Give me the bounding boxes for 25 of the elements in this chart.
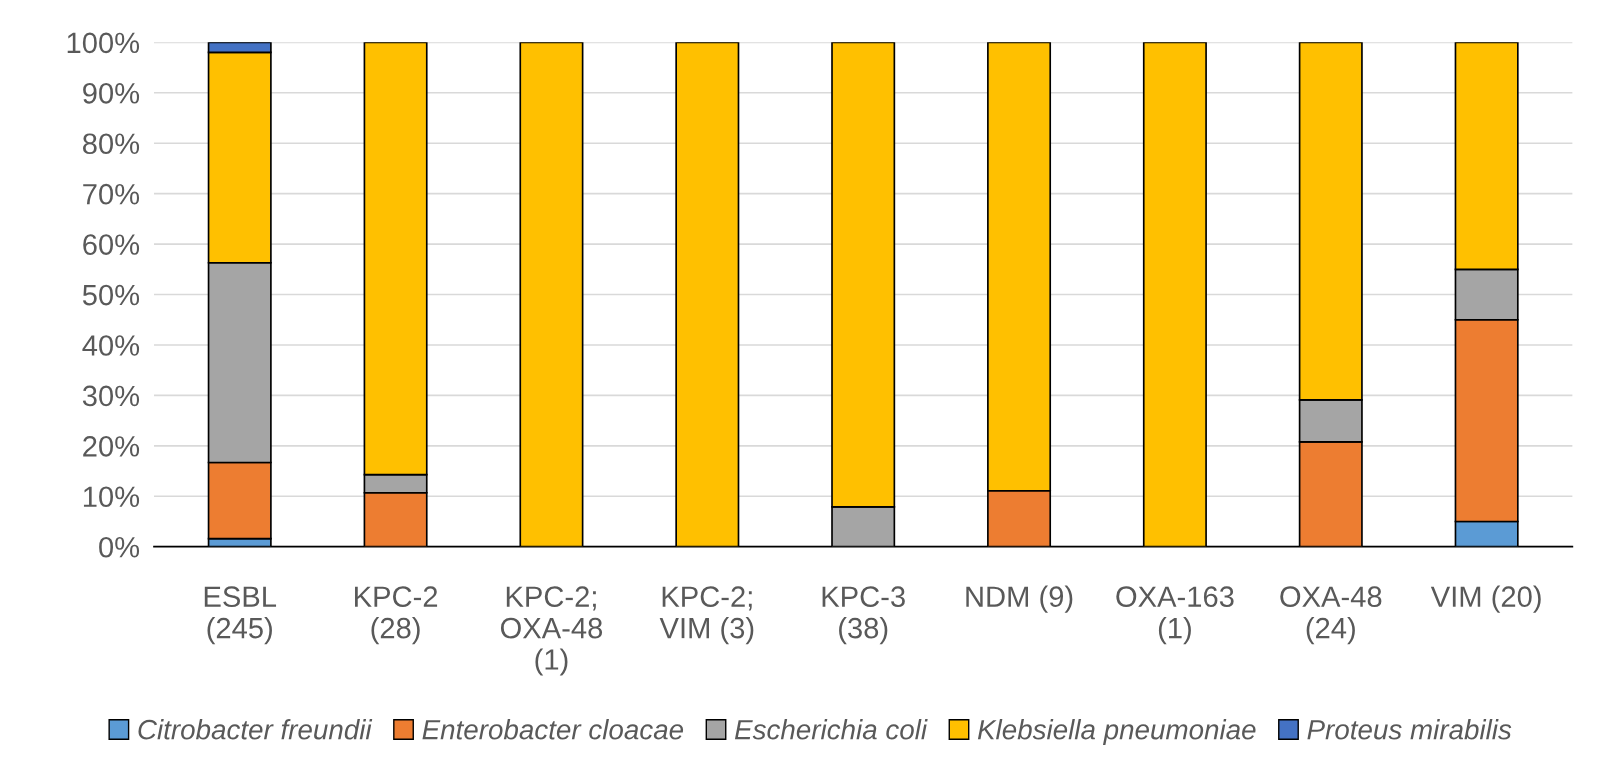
x-tick-label: NDM (9) bbox=[966, 585, 1073, 613]
y-tick-label: 80% bbox=[83, 133, 140, 155]
y-tick-label: 100% bbox=[67, 32, 140, 54]
y-tick-label: 0% bbox=[99, 536, 140, 558]
y-tick-label: 10% bbox=[83, 486, 140, 508]
legend-label: Citrobacter freundii bbox=[138, 719, 373, 740]
legend-label: Enterobacter cloacae bbox=[422, 719, 684, 740]
x-tick-label: ESBL (245) bbox=[204, 586, 277, 645]
legend-label: Proteus mirabilis bbox=[1307, 719, 1512, 740]
y-tick-label: 70% bbox=[83, 183, 140, 205]
x-tick-label: KPC-3 (38) bbox=[822, 586, 905, 645]
legend-label: Escherichia coli bbox=[734, 719, 928, 740]
y-tick-label: 50% bbox=[82, 284, 140, 306]
x-tick-label: KPC-2; VIM (3) bbox=[659, 586, 754, 645]
y-tick-label: 90% bbox=[83, 82, 140, 104]
x-tick-label: VIM (20) bbox=[1430, 585, 1541, 613]
x-tick-label: OXA-48 (24) bbox=[1280, 586, 1382, 645]
y-tick-label: 60% bbox=[83, 234, 140, 255]
y-tick-label: 40% bbox=[82, 335, 140, 356]
x-tick-label: KPC-2 (28) bbox=[355, 586, 438, 645]
legend-label: Klebsiella pneumoniae bbox=[977, 719, 1256, 745]
y-tick-label: 30% bbox=[82, 385, 140, 407]
x-tick-label: KPC-2; OXA-48 (1) bbox=[500, 586, 603, 676]
x-tick-label: OXA-163 (1) bbox=[1116, 586, 1234, 645]
y-tick-label: 20% bbox=[83, 436, 140, 457]
